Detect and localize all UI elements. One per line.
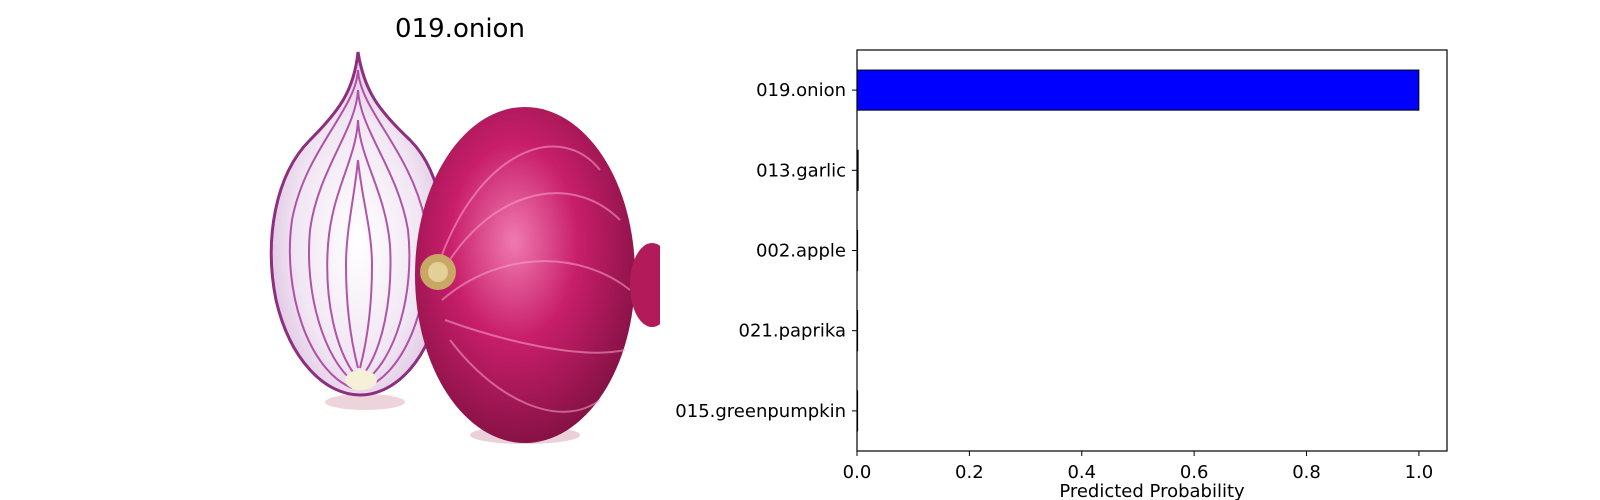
bar-019.onion [856,69,1420,111]
x-tick-label: 0.0 [843,462,872,483]
onion-photo [260,50,660,450]
bars-group [856,69,1420,432]
x-ticks-group: 0.0 0.2 0.4 0.6 0.8 1.0 [843,451,1434,483]
y-ticks-group: 019.onion 013.garlic 002.apple 021.paprika 0… [675,80,857,422]
y-tick-label: 013.garlic [756,160,846,181]
x-tick-label: 0.4 [1067,462,1096,483]
x-tick-label: 0.6 [1180,462,1209,483]
y-tick-label: 015.greenpumpkin [675,401,846,422]
x-tick-label: 0.2 [955,462,984,483]
y-tick-label: 002.apple [756,241,846,262]
y-tick-label: 021.paprika [739,321,847,342]
x-axis-label: Predicted Probability [1059,481,1245,500]
image-title: 019.onion [395,14,525,44]
y-tick-label: 019.onion [756,80,846,101]
x-tick-label: 1.0 [1405,462,1434,483]
x-tick-label: 0.8 [1292,462,1321,483]
